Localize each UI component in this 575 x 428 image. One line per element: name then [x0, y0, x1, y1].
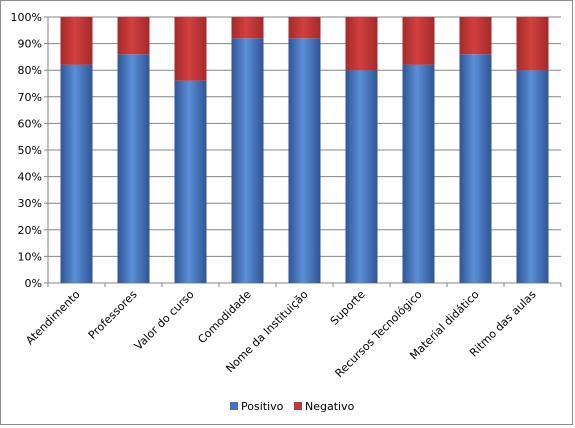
legend-swatch-positivo [230, 402, 238, 410]
y-tick-label: 60% [18, 117, 42, 130]
x-tick-label: Comodidade [195, 288, 253, 346]
bar-positivo-6 [402, 64, 435, 283]
legend: Positivo Negativo [230, 400, 355, 413]
bar-negativo-5 [345, 17, 378, 71]
y-tick-label: 40% [18, 171, 42, 184]
x-tick-label: Suporte [328, 288, 368, 328]
bar-negativo-4 [288, 17, 321, 39]
y-tick-label: 20% [18, 224, 42, 237]
y-tick-label: 80% [18, 64, 42, 77]
bar-positivo-7 [459, 54, 492, 283]
bar-positivo-5 [345, 70, 378, 283]
x-tick-label: Professores [86, 288, 140, 342]
bar-positivo-4 [288, 38, 321, 283]
y-tick-label: 100% [11, 11, 42, 24]
y-tick-label: 0% [25, 277, 42, 290]
legend-label-positivo: Positivo [241, 400, 284, 413]
y-tick-label: 50% [18, 144, 42, 157]
legend-label-negativo: Negativo [305, 400, 355, 413]
bars [60, 17, 549, 283]
bar-positivo-2 [174, 80, 207, 283]
bar-negativo-1 [117, 17, 150, 55]
y-tick-label: 90% [18, 38, 42, 51]
x-tick-label: Atendimento [23, 288, 83, 348]
bar-negativo-2 [174, 17, 207, 81]
legend-swatch-negativo [294, 402, 302, 410]
bar-negativo-8 [516, 17, 549, 71]
bar-negativo-7 [459, 17, 492, 55]
x-tick-label: Valor do curso [132, 288, 197, 353]
y-tick-labels: 0% 10% 20% 30% 40% 50% 60% 70% 80% 90% 100% [11, 11, 42, 290]
y-tick-label: 70% [18, 91, 42, 104]
y-tick-label: 10% [18, 250, 42, 263]
bar-positivo-3 [231, 38, 264, 283]
bar-positivo-1 [117, 54, 150, 283]
bar-positivo-0 [60, 64, 93, 283]
bar-negativo-6 [402, 17, 435, 65]
bar-negativo-0 [60, 17, 93, 65]
bar-positivo-8 [516, 70, 549, 283]
y-tick-label: 30% [18, 197, 42, 210]
bar-negativo-3 [231, 17, 264, 39]
